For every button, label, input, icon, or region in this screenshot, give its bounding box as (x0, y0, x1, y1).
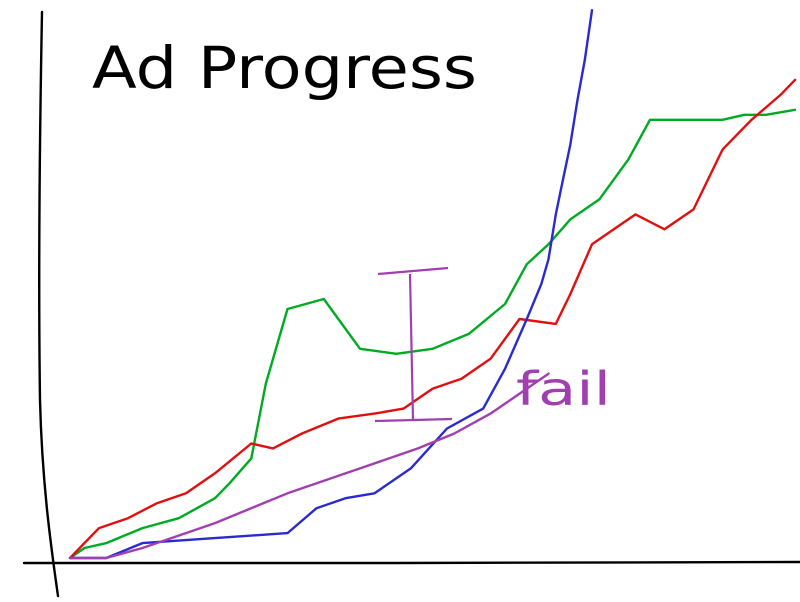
y-axis (37, 10, 60, 598)
fail-marker-top (377, 266, 449, 276)
fail-marker (374, 266, 453, 423)
series-line-2 (68, 9, 594, 560)
fail-annotation: fail (516, 362, 611, 416)
fail-marker-stem (408, 273, 415, 421)
series-line-3 (68, 372, 550, 560)
series-line-0 (68, 108, 797, 560)
series-line-1 (68, 78, 797, 560)
x-axis (22, 560, 800, 565)
fail-marker-bottom (374, 417, 453, 423)
series-layer (68, 9, 797, 560)
chart-title: Ad Progress (92, 34, 477, 102)
